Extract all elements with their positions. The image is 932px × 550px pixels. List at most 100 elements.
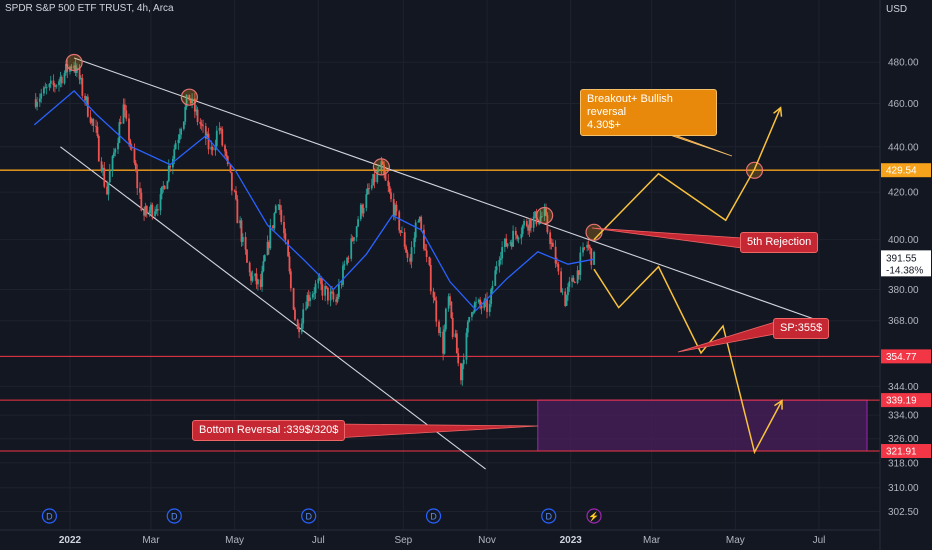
candle-body bbox=[163, 185, 166, 190]
candle-body bbox=[472, 311, 475, 313]
candle-body bbox=[280, 209, 283, 223]
candle-body bbox=[177, 139, 180, 144]
candle-body bbox=[92, 119, 95, 126]
candle-body bbox=[230, 172, 233, 191]
candle-body bbox=[246, 249, 248, 263]
candle-body bbox=[433, 297, 436, 301]
candle-body bbox=[525, 221, 528, 227]
candle-body bbox=[512, 230, 514, 247]
moving-average-line bbox=[33, 90, 595, 312]
event-marker-label: D bbox=[546, 512, 553, 522]
candle-body bbox=[102, 167, 104, 172]
y-tick-label: 480.00 bbox=[888, 58, 919, 69]
sp-annotation[interactable]: SP:355$ bbox=[773, 318, 830, 339]
candle-body bbox=[449, 296, 451, 302]
candle-body bbox=[123, 104, 126, 111]
candle-body bbox=[106, 186, 108, 195]
candle-body bbox=[118, 122, 121, 143]
candle-body bbox=[337, 284, 340, 298]
y-tick-label: 310.00 bbox=[888, 483, 919, 494]
candle-body bbox=[432, 291, 435, 298]
breakout-annotation[interactable]: Breakout+ Bullish reversal 4.30$+ bbox=[580, 89, 717, 136]
candle-body bbox=[122, 104, 125, 124]
candle-body bbox=[359, 204, 362, 220]
candle-body bbox=[185, 94, 188, 108]
candle-body bbox=[586, 244, 589, 248]
candle-body bbox=[590, 248, 593, 265]
dividend-icon bbox=[41, 508, 58, 524]
candle-body bbox=[561, 291, 564, 293]
candle-body bbox=[568, 281, 571, 287]
rejection-annotation[interactable]: 5th Rejection bbox=[740, 232, 819, 253]
candle-body bbox=[444, 308, 447, 330]
candle-body bbox=[241, 236, 244, 242]
candle-body bbox=[423, 229, 425, 249]
candle-body bbox=[174, 143, 177, 150]
candle-body bbox=[454, 333, 457, 337]
candle-body bbox=[210, 147, 213, 150]
x-tick-label: 2022 bbox=[59, 535, 82, 546]
candle-body bbox=[166, 181, 169, 190]
candle-body bbox=[418, 216, 421, 222]
candle-body bbox=[296, 319, 299, 329]
candle-body bbox=[587, 244, 590, 247]
candle-body bbox=[250, 272, 252, 281]
candle-body bbox=[300, 323, 303, 333]
touch-point bbox=[536, 206, 554, 225]
touch-point bbox=[180, 88, 198, 106]
candle-body bbox=[490, 289, 493, 304]
candle-body bbox=[129, 140, 132, 148]
candle-body bbox=[143, 210, 145, 216]
candle-body bbox=[425, 250, 428, 257]
candle-body bbox=[567, 286, 569, 296]
x-tick-label: Nov bbox=[478, 535, 496, 546]
candle-body bbox=[377, 170, 380, 172]
candle-body bbox=[43, 87, 45, 94]
bearish-projection bbox=[593, 265, 783, 455]
candle-body bbox=[150, 204, 152, 211]
candle-body bbox=[554, 246, 557, 264]
candle-body bbox=[204, 126, 207, 139]
candles bbox=[34, 59, 595, 386]
bottom-reversal-annotation[interactable]: Bottom Reversal :339$/320$ bbox=[192, 420, 346, 441]
candle-body bbox=[154, 211, 156, 216]
candle-body bbox=[413, 237, 416, 248]
candle-body bbox=[384, 174, 387, 181]
candle-body bbox=[318, 277, 321, 279]
candle-body bbox=[251, 276, 254, 281]
candle-body bbox=[49, 80, 52, 84]
candle-body bbox=[335, 299, 338, 302]
candle-body bbox=[475, 301, 477, 303]
touch-point bbox=[585, 223, 603, 241]
event-marker-label: D bbox=[430, 512, 437, 522]
candle-body bbox=[409, 257, 412, 262]
candle-body bbox=[368, 188, 370, 189]
candle-body bbox=[182, 121, 185, 129]
y-tick-label: 400.00 bbox=[888, 235, 919, 246]
candle-body bbox=[81, 77, 84, 96]
candle-body bbox=[156, 209, 159, 211]
candle-body bbox=[495, 266, 498, 271]
candle-body bbox=[202, 125, 204, 127]
candle-body bbox=[383, 164, 386, 175]
candle-body bbox=[462, 359, 465, 365]
candle-body bbox=[343, 264, 346, 266]
last-change-label: -14.38% bbox=[886, 265, 923, 276]
candle-body bbox=[506, 243, 509, 247]
y-tick-label: 344.00 bbox=[888, 382, 919, 393]
candle-body bbox=[523, 221, 525, 226]
candle-body bbox=[447, 296, 450, 309]
candle-body bbox=[288, 256, 291, 272]
candle-body bbox=[117, 142, 119, 150]
candle-body bbox=[211, 147, 214, 151]
trendline-upper bbox=[73, 57, 820, 322]
y-tick-label: 460.00 bbox=[888, 99, 919, 110]
candle-body bbox=[583, 247, 586, 249]
candle-body bbox=[550, 242, 553, 244]
y-tick-label: 334.00 bbox=[888, 411, 919, 422]
candle-body bbox=[539, 216, 542, 223]
candle-body bbox=[471, 312, 473, 317]
touch-point bbox=[65, 53, 83, 72]
candle-body bbox=[394, 204, 397, 216]
